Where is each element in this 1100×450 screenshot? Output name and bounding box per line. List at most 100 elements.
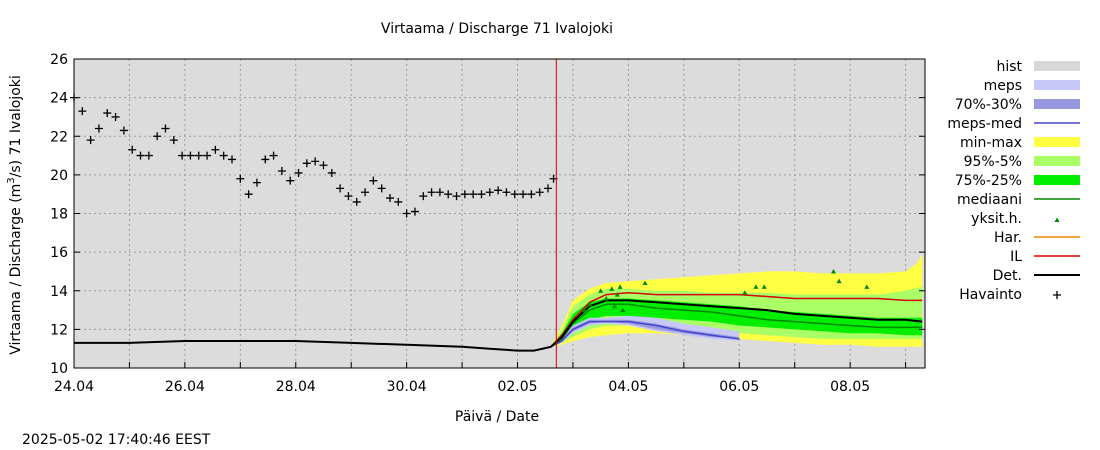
- legend-item-det: Det.: [993, 268, 1080, 284]
- observation-marker: [144, 151, 153, 160]
- observation-marker: [485, 188, 494, 197]
- legend-item-75-25: 75%-25%: [955, 173, 1080, 189]
- y-tick-label: 26: [50, 52, 68, 68]
- observation-marker: [527, 190, 536, 199]
- legend-item-har: Har.: [994, 230, 1080, 246]
- observation-marker: [369, 176, 378, 185]
- legend-item-mediaani: mediaani: [957, 192, 1080, 208]
- individual-point: [598, 288, 604, 293]
- legend-swatch: [1034, 61, 1080, 71]
- y-tick-label: 20: [50, 168, 68, 184]
- observation-marker: [311, 157, 320, 166]
- observation-marker: [302, 159, 311, 168]
- observation-marker: [178, 151, 187, 160]
- y-tick-label: 10: [50, 361, 68, 377]
- individual-point: [753, 284, 759, 289]
- legend-item-hist: hist: [996, 59, 1080, 75]
- observation-marker: [294, 168, 303, 177]
- observation-marker: [452, 192, 461, 201]
- legend-label: IL: [1010, 249, 1022, 265]
- observation-marker: [86, 136, 95, 145]
- observation-marker: [410, 207, 419, 216]
- individual-point: [642, 280, 648, 286]
- x-tick-label: 06.05: [719, 379, 759, 395]
- observation-marker: [286, 176, 295, 185]
- observation-marker: [394, 197, 403, 206]
- observation-marker: [236, 174, 245, 183]
- observation-marker: [169, 136, 178, 145]
- legend-label: 75%-25%: [955, 173, 1022, 189]
- observation-marker: [535, 188, 544, 197]
- line-det: [74, 299, 923, 352]
- x-axis-label: Päivä / Date: [455, 409, 539, 425]
- observation-marker: [519, 190, 528, 199]
- legend-item-havainto: Havainto: [959, 287, 1061, 303]
- legend-item-il: IL: [1010, 249, 1080, 265]
- observation-marker: [161, 124, 170, 133]
- observation-marker: [460, 190, 469, 199]
- legend: hist meps 70%-30% meps-med min-max 95%-5% 75%-…: [947, 59, 1080, 303]
- legend-label: hist: [996, 59, 1022, 75]
- observation-marker: [344, 192, 353, 201]
- observation-marker: [544, 184, 553, 193]
- observation-marker: [444, 190, 453, 199]
- legend-swatch: [1034, 137, 1080, 147]
- legend-swatch: [1034, 175, 1080, 185]
- legend-label: Det.: [993, 268, 1022, 284]
- legend-item-70-30: 70%-30%: [955, 97, 1080, 113]
- observation-marker: [377, 184, 386, 193]
- observation-marker: [477, 190, 486, 199]
- individual-point: [617, 284, 623, 289]
- observation-marker: [252, 178, 261, 187]
- y-tick-label: 22: [50, 129, 68, 145]
- y-tick-label: 14: [50, 284, 68, 300]
- x-tick-label: 26.04: [165, 379, 205, 395]
- legend-label: yksit.h.: [971, 211, 1022, 227]
- observation-marker: [352, 197, 361, 206]
- legend-label: meps: [984, 78, 1022, 94]
- y-axis-label-tail: /s) 71 Ivalojoki: [8, 75, 24, 177]
- individual-point: [620, 307, 626, 313]
- observation-marker: [111, 112, 120, 121]
- observation-marker: [386, 194, 395, 203]
- y-axis-label: Virtaama / Discharge (m3/s) 71 Ivalojoki: [6, 75, 24, 355]
- observation-marker: [419, 192, 428, 201]
- legend-swatch: [1034, 80, 1080, 90]
- individual-point: [609, 286, 615, 291]
- legend-swatch: [1034, 99, 1080, 109]
- plot-area: 10 12 14 16 18 20 22 24 26 24.04 26.04 28.04 30.04 02…: [50, 52, 926, 395]
- legend-label: Har.: [994, 230, 1022, 246]
- axis-labels: Päivä / Date Virtaama / Discharge (m3/s)…: [6, 75, 539, 448]
- legend-item-meps: meps: [984, 78, 1080, 94]
- observation-marker: [186, 151, 195, 160]
- individual-point: [612, 303, 618, 309]
- y-tick-label: 18: [50, 207, 68, 223]
- x-tick-label: 08.05: [830, 379, 870, 395]
- timestamp: 2025-05-02 17:40:46 EEST: [22, 432, 211, 448]
- line-meps-med: [550, 320, 740, 348]
- legend-label: 95%-5%: [964, 154, 1022, 170]
- observation-marker: [103, 109, 112, 118]
- observation-marker: [203, 151, 212, 160]
- x-tick-label: 24.04: [54, 379, 94, 395]
- individual-point: [742, 290, 748, 295]
- observation-marker: [502, 188, 511, 197]
- legend-label: mediaani: [957, 192, 1022, 208]
- band-75-25-: [550, 298, 923, 347]
- individual-point: [836, 278, 842, 284]
- observation-marker: [78, 107, 87, 116]
- legend-swatch: [1053, 291, 1061, 299]
- observation-marker: [194, 151, 203, 160]
- x-tick-label: 04.05: [608, 379, 648, 395]
- legend-label: meps-med: [947, 116, 1022, 132]
- legend-label: min-max: [960, 135, 1022, 151]
- individual-point: [864, 284, 870, 289]
- observation-marker: [211, 145, 220, 154]
- band-meps: [550, 315, 740, 347]
- observation-marker: [244, 190, 253, 199]
- legend-label: Havainto: [959, 287, 1022, 303]
- observation-marker: [277, 167, 286, 176]
- observation-marker: [119, 126, 128, 135]
- observation-marker: [510, 190, 519, 199]
